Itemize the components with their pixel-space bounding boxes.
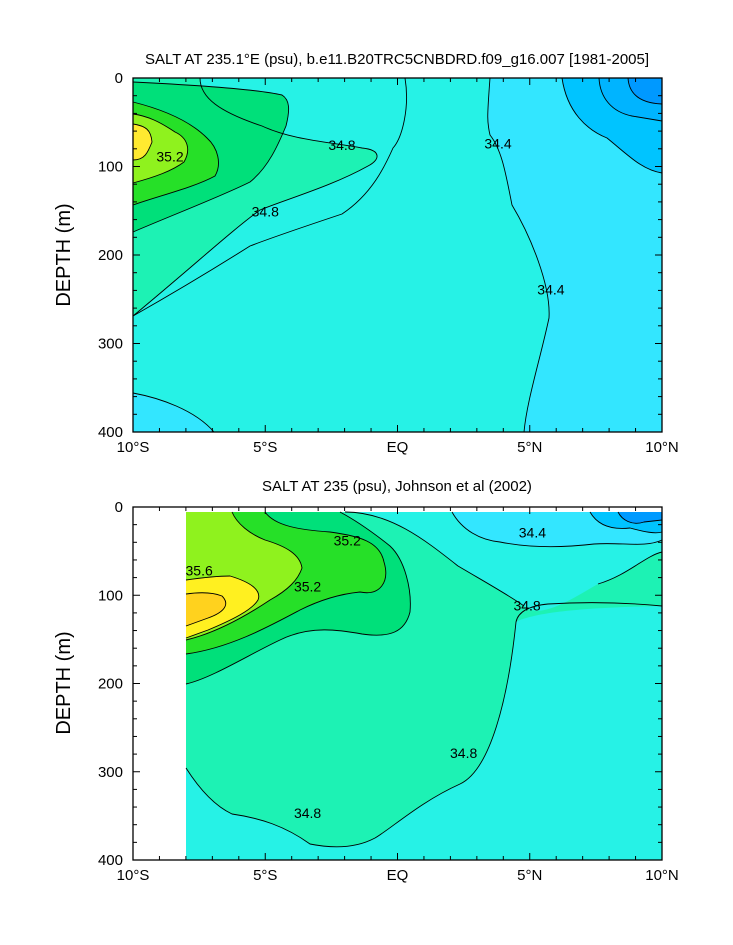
y-tick-label: 300 xyxy=(98,764,123,781)
panel-bottom-contour-lines xyxy=(185,511,663,848)
panel-top-title: SALT AT 235.1°E (psu), b.e11.B20TRC5CNBD… xyxy=(145,51,649,68)
x-tick-label: 10°S xyxy=(117,867,150,884)
contour-label: 35.2 xyxy=(294,578,321,594)
contour-label: 34.8 xyxy=(328,137,355,153)
y-tick-label: 200 xyxy=(98,247,123,264)
contour-label: 34.8 xyxy=(252,204,279,220)
contour-label: 35.2 xyxy=(334,532,361,548)
y-tick-label: 400 xyxy=(98,424,123,441)
panel-top-contour-fill xyxy=(133,78,662,432)
x-tick-label: EQ xyxy=(387,867,409,884)
panel-top-frame: 10°S 5°S EQ 5°N 10°N 0 100 200 300 400 DEPTH (m) xyxy=(53,70,679,456)
y-tick-label: 0 xyxy=(115,499,123,516)
panel-bottom-title: SALT AT 235 (psu), Johnson et al (2002) xyxy=(262,478,532,495)
contour-label: 35.2 xyxy=(156,149,183,165)
panel-top-contour-lines xyxy=(132,77,663,433)
fill-34.0 xyxy=(628,78,662,104)
panel-bottom: SALT AT 235 (psu), Johnson et al (2002) xyxy=(53,478,679,884)
x-tick-label: 10°S xyxy=(117,439,150,456)
x-tick-label: 10°N xyxy=(645,867,679,884)
x-tick-label: 10°N xyxy=(645,439,679,456)
x-tick-label: EQ xyxy=(387,439,409,456)
contour-label: 34.8 xyxy=(294,805,321,821)
contour-label: 34.4 xyxy=(519,524,546,540)
contour-label: 34.8 xyxy=(450,745,477,761)
fill-35.8 xyxy=(186,592,226,626)
fill-34.4-sw xyxy=(133,393,214,432)
y-tick-label: 100 xyxy=(98,587,123,604)
y-tick-label: 0 xyxy=(115,70,123,87)
x-tick-label: 5°S xyxy=(253,867,277,884)
panel-bottom-frame: 10°S 5°S EQ 5°N 10°N 0 100 200 300 400 DEPTH (m) xyxy=(53,499,679,884)
fill-35.6 xyxy=(133,124,152,160)
contour-label: 34.8 xyxy=(513,598,540,614)
contour-label: 34.4 xyxy=(484,135,511,151)
fill-34.4 xyxy=(487,78,662,432)
panel-top: SALT AT 235.1°E (psu), b.e11.B20TRC5CNBD… xyxy=(53,51,679,456)
y-axis-label: DEPTH (m) xyxy=(53,631,75,734)
panel-bottom-contour-labels: 35.6 35.2 35.2 34.4 34.8 34.8 34.8 xyxy=(186,524,547,821)
x-tick-label: 5°N xyxy=(517,867,542,884)
fill-34.6-deep xyxy=(186,606,662,860)
contour-label: 34.4 xyxy=(537,281,564,297)
y-axis-label: DEPTH (m) xyxy=(53,203,75,306)
y-tick-label: 200 xyxy=(98,676,123,693)
x-tick-label: 5°N xyxy=(517,439,542,456)
y-tick-label: 300 xyxy=(98,336,123,353)
contour-label: 35.6 xyxy=(186,562,213,578)
y-tick-label: 400 xyxy=(98,852,123,869)
y-tick-label: 100 xyxy=(98,159,123,176)
panel-bottom-contour-fill xyxy=(186,512,662,860)
fill-34.0 xyxy=(618,512,662,524)
x-tick-label: 5°S xyxy=(253,439,277,456)
panel-top-contour-labels: 35.2 34.8 34.8 34.4 34.4 xyxy=(156,135,564,297)
